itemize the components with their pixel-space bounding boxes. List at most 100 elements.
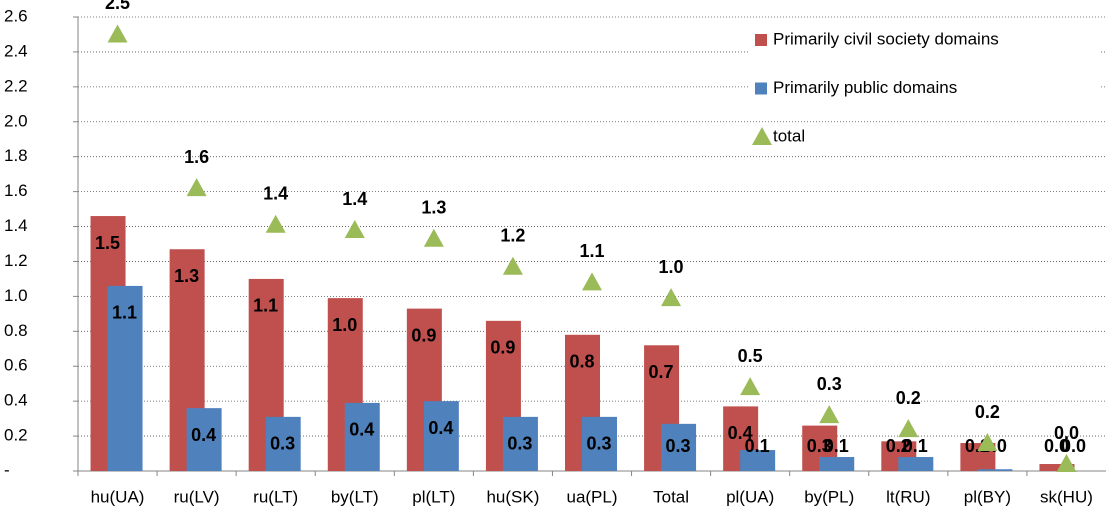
total-marker: [582, 272, 602, 291]
x-tick-label: pl(LT): [412, 487, 455, 506]
data-label: 0.2: [975, 402, 1000, 422]
total-marker: [977, 433, 998, 452]
bar: [582, 416, 617, 471]
y-tick-label: 1.4: [4, 216, 28, 235]
x-tick-label: by(PL): [804, 487, 854, 506]
x-tick-label: Total: [653, 487, 689, 506]
data-label: 1.6: [184, 147, 209, 167]
data-label: 0.9: [411, 325, 436, 345]
bar: [265, 416, 301, 471]
data-label: 0.4: [191, 425, 216, 445]
total-marker: [107, 24, 128, 43]
data-label: 1.0: [659, 257, 684, 277]
data-label: 1.1: [579, 241, 604, 261]
legend-label: total: [773, 126, 805, 145]
data-label: 0.3: [270, 434, 295, 454]
legend-label: Primarily public domains: [773, 78, 957, 97]
total-marker: [502, 256, 523, 275]
data-label: 1.4: [342, 189, 367, 209]
data-label: 0.1: [745, 436, 770, 456]
y-tick-label: 2.2: [4, 76, 28, 95]
data-label: 0.8: [569, 352, 594, 372]
bar: [740, 450, 776, 471]
x-tick-label: sk(HU): [1040, 487, 1093, 506]
total-marker: [186, 178, 207, 197]
y-tick-label: 1.0: [4, 286, 28, 305]
data-label: 0.2: [896, 388, 921, 408]
data-label: 0.9: [490, 338, 515, 358]
data-label: 0.3: [507, 434, 532, 454]
y-tick-label: 0.4: [4, 391, 28, 410]
data-label: 1.1: [253, 296, 278, 316]
y-tick-label: 0.8: [4, 321, 28, 340]
data-label: 0.4: [728, 423, 753, 443]
bar: [423, 401, 459, 471]
x-tick-label: ru(LV): [174, 487, 220, 506]
data-label: 0.7: [649, 362, 674, 382]
data-label: 1.1: [112, 303, 137, 323]
legend-swatch: [755, 82, 767, 95]
data-label: 0.3: [817, 374, 842, 394]
total-marker: [740, 377, 761, 396]
data-label: 1.0: [332, 315, 357, 335]
y-tick-label: 0.2: [4, 426, 28, 445]
y-tick-label: 1.8: [4, 146, 28, 165]
x-tick-label: ua(PL): [566, 487, 617, 506]
total-marker: [819, 405, 840, 424]
y-tick-label: 2.0: [4, 111, 28, 130]
data-label: 0.1: [903, 436, 928, 456]
data-label: 0.1: [824, 436, 849, 456]
data-label: 0.0: [1054, 423, 1079, 443]
data-label: 0.4: [349, 420, 374, 440]
total-marker: [265, 214, 286, 233]
data-label: 0.5: [738, 346, 763, 366]
x-tick-label: pl(UA): [726, 487, 774, 506]
legend-swatch: [755, 34, 767, 46]
data-label: 0.0: [1044, 436, 1069, 456]
total-marker: [1056, 454, 1077, 473]
total-marker: [423, 228, 444, 247]
bar: [186, 408, 222, 471]
total-marker: [898, 419, 919, 438]
data-label: 2.5: [105, 0, 130, 13]
data-label: 1.4: [263, 184, 288, 204]
total-marker: [344, 220, 365, 239]
x-tick-label: by(LT): [331, 487, 379, 506]
data-label: 0.3: [586, 434, 611, 454]
legend-bg: [750, 26, 1100, 54]
bar: [1039, 464, 1075, 471]
x-tick-label: pl(BY): [964, 487, 1011, 506]
bar: [107, 285, 143, 471]
bar: [819, 457, 855, 471]
bar: [502, 416, 538, 471]
y-tick-label: 0.6: [4, 356, 28, 375]
y-tick-label: -: [4, 460, 10, 479]
legend-bg: [750, 74, 1100, 103]
bar: [977, 469, 1013, 471]
data-label: 0.2: [886, 436, 911, 456]
bar: [661, 423, 697, 471]
x-tick-label: hu(UA): [91, 487, 145, 506]
total-marker: [661, 288, 682, 307]
x-tick-label: lt(RU): [886, 487, 930, 506]
x-tick-label: hu(SK): [486, 487, 539, 506]
x-tick-label: ru(LT): [253, 487, 298, 506]
bar: [898, 457, 934, 471]
legend-bg: [750, 123, 1100, 151]
data-label: 0.3: [807, 436, 832, 456]
legend-swatch: [752, 127, 772, 145]
data-label: 0.3: [666, 436, 691, 456]
y-tick-label: 2.4: [4, 41, 28, 60]
legend-label: Primarily civil society domains: [773, 29, 999, 48]
data-label: 0.4: [428, 418, 453, 438]
data-label: 1.5: [95, 233, 120, 253]
bar: [344, 402, 380, 471]
data-label: 1.3: [174, 266, 199, 286]
y-tick-label: 1.2: [4, 251, 28, 270]
data-label: 0.0: [1061, 436, 1086, 456]
y-tick-label: 1.6: [4, 181, 28, 200]
y-tick-label: 2.6: [4, 6, 28, 25]
data-label: 1.3: [421, 198, 446, 218]
data-label: 1.2: [500, 225, 525, 245]
